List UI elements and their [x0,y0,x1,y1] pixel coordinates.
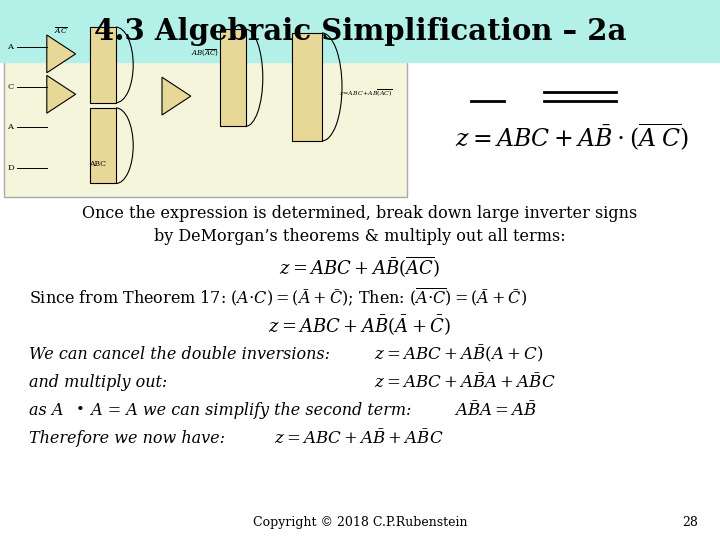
Text: $z\!=\!ABC\!+\!AB\overline{(AC)}$: $z\!=\!ABC\!+\!AB\overline{(AC)}$ [338,87,392,98]
Text: A = A we can simplify the second term:: A = A we can simplify the second term: [86,402,412,419]
Text: $z = ABC + A\bar{B}(A + C)$: $z = ABC + A\bar{B}(A + C)$ [374,343,544,365]
Text: ABC: ABC [89,160,106,168]
Text: •: • [76,403,84,417]
Text: $z = ABC + A\bar{B} \cdot (\overline{A\;C})$: $z = ABC + A\bar{B} \cdot (\overline{A\;… [455,122,690,153]
Text: C: C [7,83,14,91]
Text: $z = ABC + A\bar{B} + A\bar{B}C$: $z = ABC + A\bar{B} + A\bar{B}C$ [274,429,443,448]
Text: Copyright © 2018 C.P.Rubenstein: Copyright © 2018 C.P.Rubenstein [253,516,467,529]
Text: by DeMorgan’s theorems & multiply out all terms:: by DeMorgan’s theorems & multiply out al… [154,228,566,245]
FancyBboxPatch shape [292,33,322,141]
FancyBboxPatch shape [220,29,246,126]
Text: Once the expression is determined, break down large inverter signs: Once the expression is determined, break… [82,205,638,222]
FancyBboxPatch shape [90,108,116,184]
Text: $z = ABC + A\bar{B}(\overline{AC})$: $z = ABC + A\bar{B}(\overline{AC})$ [279,255,441,280]
Text: 4.3 Algebraic Simplification – 2a: 4.3 Algebraic Simplification – 2a [94,17,626,45]
Text: and multiply out:: and multiply out: [29,374,167,391]
Text: We can cancel the double inversions:: We can cancel the double inversions: [29,346,330,363]
Text: $z = ABC + A\bar{B}A + A\bar{B}C$: $z = ABC + A\bar{B}A + A\bar{B}C$ [374,373,556,392]
Polygon shape [162,77,191,115]
Text: $z = ABC + A\bar{B}(\bar{A} + \bar{C})$: $z = ABC + A\bar{B}(\bar{A} + \bar{C})$ [269,314,451,338]
Text: $\overline{AC}$: $\overline{AC}$ [54,27,68,37]
Polygon shape [47,35,76,73]
Text: D: D [7,164,14,172]
FancyBboxPatch shape [90,27,116,103]
Polygon shape [47,76,76,113]
Bar [0,0,720,62]
Text: A: A [7,43,13,51]
Text: $A\bar{B}A = A\bar{B}$: $A\bar{B}A = A\bar{B}$ [454,401,537,420]
Text: Since from Theorem 17: $(A{\cdot}C) = (\bar{A} + \bar{C})$; Then: $(\overline{A{: Since from Theorem 17: $(A{\cdot}C) = (\… [29,287,527,309]
Text: as A: as A [29,402,68,419]
Text: A: A [7,123,13,131]
Text: $AB(\overline{AC})$: $AB(\overline{AC})$ [191,49,220,59]
Text: Therefore we now have:: Therefore we now have: [29,430,225,447]
Text: 28: 28 [683,516,698,529]
FancyBboxPatch shape [4,14,407,197]
